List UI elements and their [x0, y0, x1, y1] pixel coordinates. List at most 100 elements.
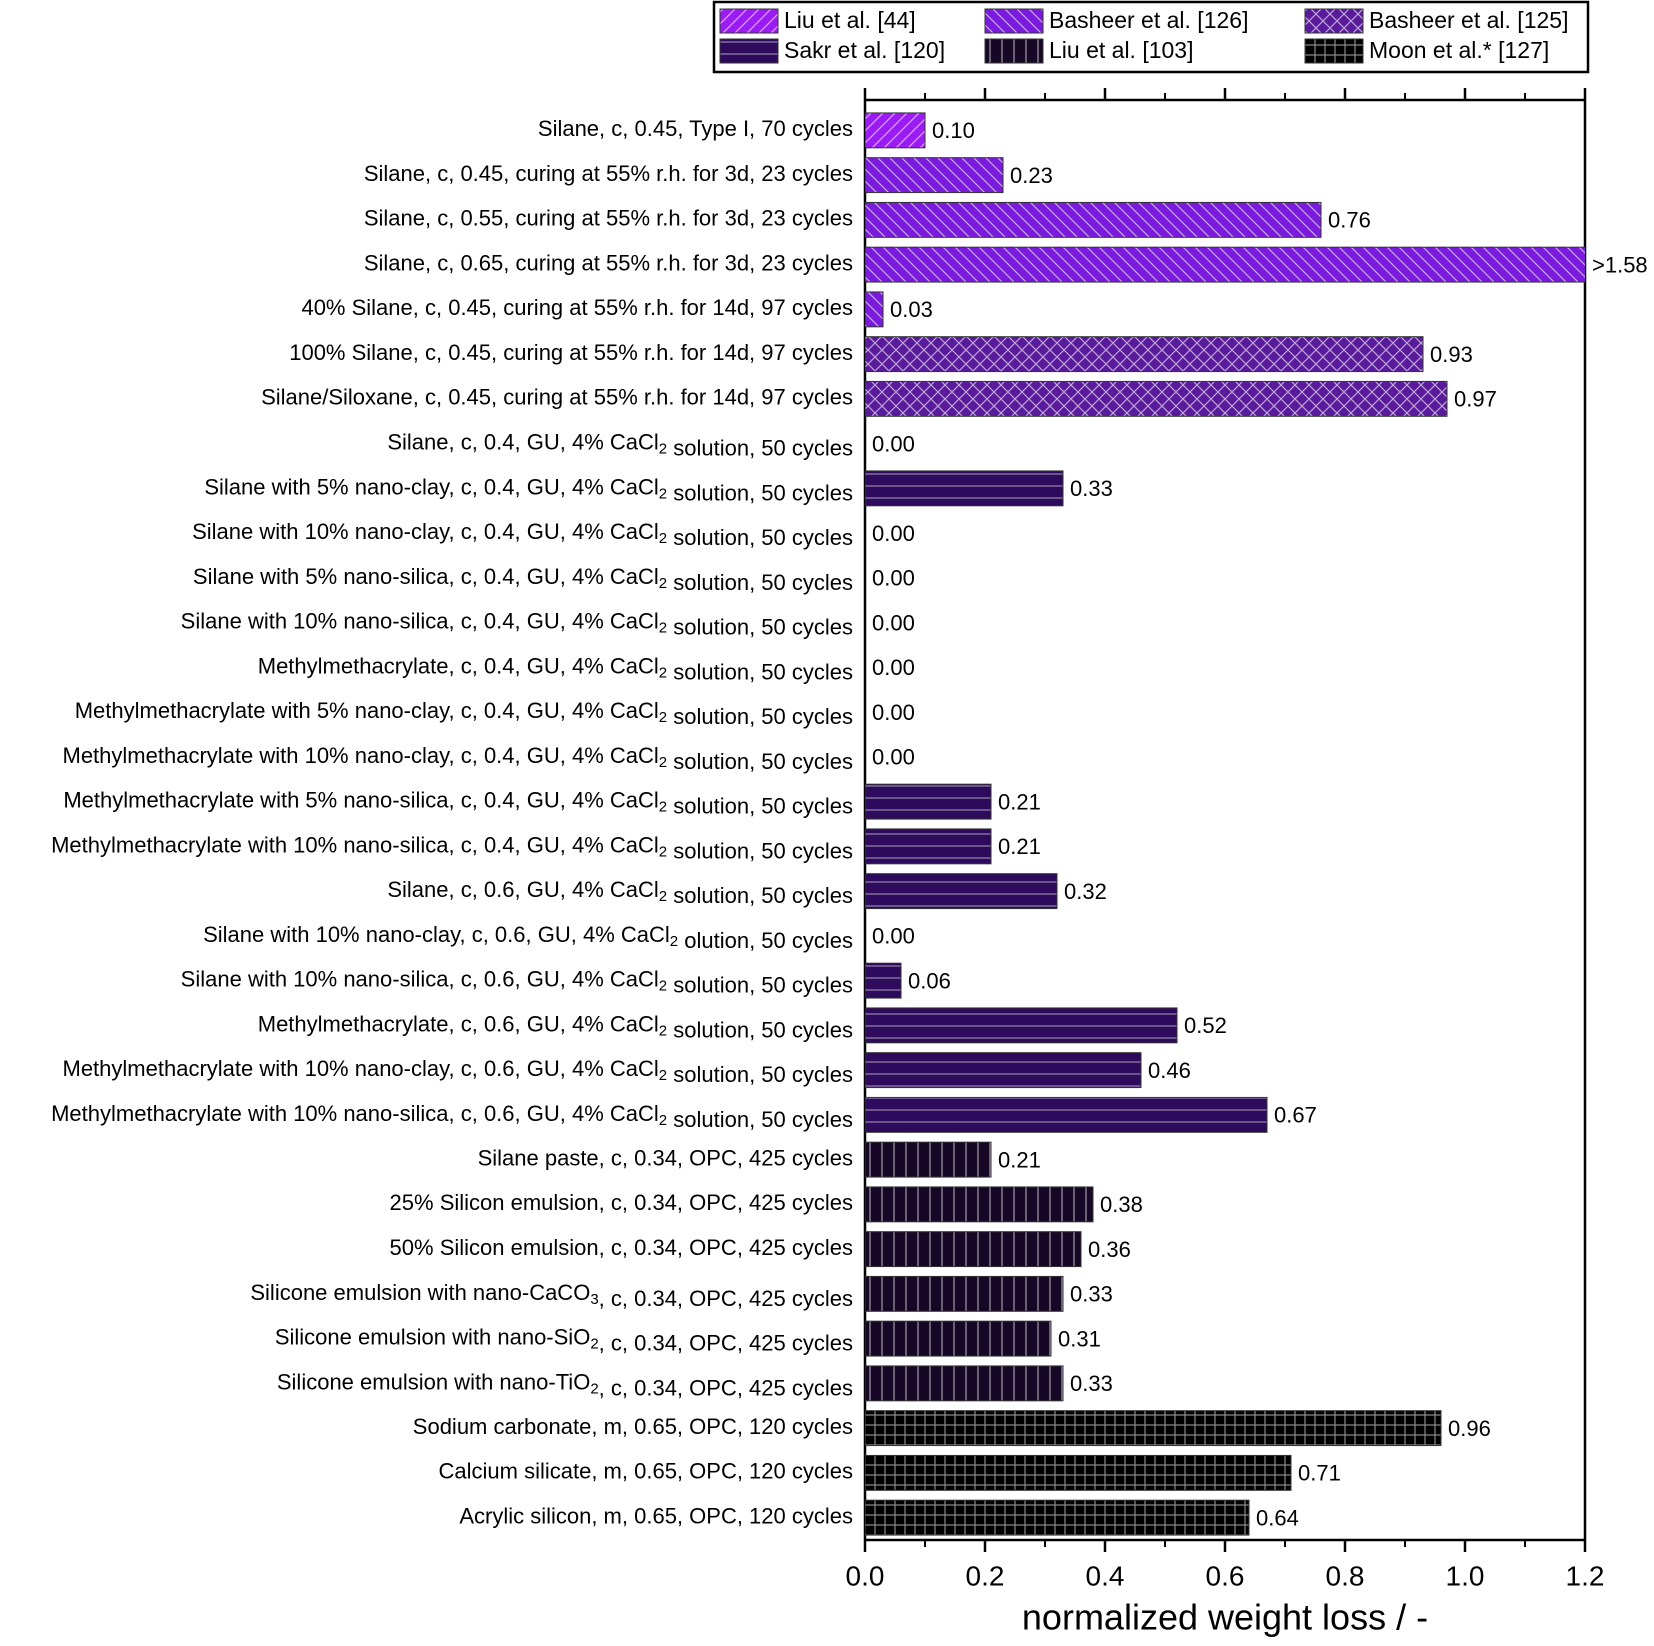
y-tick-label: Silane, c, 0.65, curing at 55% r.h. for … — [364, 250, 853, 275]
bar — [865, 1454, 1292, 1491]
y-tick-label: Silicone emulsion with nano-TiO2, c, 0.3… — [277, 1369, 853, 1400]
legend-swatch — [1304, 8, 1364, 34]
legend-label: Moon et al.* [127] — [1369, 37, 1549, 63]
bar — [865, 1186, 1094, 1223]
y-tick-label: Silane paste, c, 0.34, OPC, 425 cycles — [478, 1145, 853, 1170]
value-label: 0.33 — [1070, 1282, 1113, 1307]
x-axis-label: normalized weight loss / - — [1022, 1597, 1428, 1638]
value-label: 0.46 — [1148, 1058, 1191, 1083]
value-label: 0.00 — [872, 924, 915, 949]
value-label: 0.67 — [1274, 1103, 1317, 1128]
bar — [865, 336, 1424, 373]
bar — [865, 470, 1064, 507]
bar — [865, 873, 1058, 910]
bar — [865, 1320, 1052, 1357]
value-label: 0.36 — [1088, 1237, 1131, 1262]
value-label: 0.38 — [1100, 1192, 1143, 1217]
y-tick-label: Methylmethacrylate with 10% nano-clay, c… — [63, 1056, 854, 1087]
x-tick-label: 0.6 — [1206, 1560, 1245, 1591]
value-label: 0.64 — [1256, 1505, 1299, 1530]
value-label: 0.33 — [1070, 1371, 1113, 1396]
y-tick-label: Silicone emulsion with nano-CaCO3, c, 0.… — [250, 1280, 853, 1311]
plot-area — [865, 112, 1585, 1536]
value-label: 0.31 — [1058, 1326, 1101, 1351]
y-tick-label: Methylmethacrylate with 10% nano-silica,… — [51, 1101, 853, 1132]
value-label: 0.32 — [1064, 879, 1107, 904]
legend-swatch — [1304, 38, 1364, 64]
value-label: 0.00 — [872, 431, 915, 456]
value-label: 0.06 — [908, 968, 951, 993]
legend-swatch — [719, 8, 779, 34]
x-tick-label: 0.0 — [846, 1560, 885, 1591]
y-tick-label: 50% Silicon emulsion, c, 0.34, OPC, 425 … — [390, 1235, 853, 1260]
y-tick-label: Silane with 10% nano-clay, c, 0.6, GU, 4… — [203, 922, 853, 953]
bar — [865, 380, 1448, 417]
value-label: 0.00 — [872, 655, 915, 680]
y-tick-label: Methylmethacrylate with 10% nano-silica,… — [51, 832, 853, 863]
y-tick-label: Silane, c, 0.45, curing at 55% r.h. for … — [364, 161, 853, 186]
y-tick-label: Sodium carbonate, m, 0.65, OPC, 120 cycl… — [413, 1414, 853, 1439]
value-label: 0.23 — [1010, 163, 1053, 188]
y-tick-label: Silane, c, 0.55, curing at 55% r.h. for … — [364, 206, 853, 231]
y-tick-label: Methylmethacrylate with 10% nano-clay, c… — [63, 743, 854, 774]
legend-label: Liu et al. [44] — [784, 7, 916, 33]
y-tick-label: Silane, c, 0.45, Type I, 70 cycles — [538, 116, 853, 141]
bar — [865, 1007, 1178, 1044]
bar — [865, 1141, 992, 1178]
value-label: 0.00 — [872, 700, 915, 725]
bar — [865, 783, 992, 820]
x-tick-label: 0.8 — [1326, 1560, 1365, 1591]
value-label: 0.21 — [998, 834, 1041, 859]
value-label: 0.96 — [1448, 1416, 1491, 1441]
y-tick-label: Silane with 5% nano-clay, c, 0.4, GU, 4%… — [204, 474, 853, 505]
y-tick-label: Silane, c, 0.6, GU, 4% CaCl2 solution, 5… — [387, 877, 853, 908]
bar — [865, 1275, 1064, 1312]
legend-swatch — [984, 8, 1044, 34]
bar — [865, 1410, 1442, 1447]
y-tick-label: Silane with 10% nano-silica, c, 0.6, GU,… — [181, 966, 853, 997]
bar — [865, 246, 1585, 283]
y-tick-label: Calcium silicate, m, 0.65, OPC, 120 cycl… — [439, 1459, 853, 1484]
y-tick-label: Silane/Siloxane, c, 0.45, curing at 55% … — [261, 385, 853, 410]
bar — [865, 291, 884, 328]
y-tick-label: Methylmethacrylate, c, 0.4, GU, 4% CaCl2… — [258, 653, 853, 684]
bar — [865, 1365, 1064, 1402]
value-label: 0.21 — [998, 1147, 1041, 1172]
legend-label: Liu et al. [103] — [1049, 37, 1194, 63]
x-tick-label: 1.0 — [1446, 1560, 1485, 1591]
value-label: 0.00 — [872, 745, 915, 770]
value-label: 0.03 — [890, 297, 933, 322]
bar — [865, 112, 926, 149]
bar — [865, 1231, 1082, 1268]
y-tick-label: 40% Silane, c, 0.45, curing at 55% r.h. … — [301, 295, 853, 320]
bar — [865, 828, 992, 865]
y-tick-label: Silane, c, 0.4, GU, 4% CaCl2 solution, 5… — [387, 429, 853, 460]
y-tick-label: Silane with 10% nano-silica, c, 0.4, GU,… — [181, 608, 853, 639]
y-tick-label: Methylmethacrylate, c, 0.6, GU, 4% CaCl2… — [258, 1011, 853, 1042]
x-tick-label: 0.4 — [1086, 1560, 1125, 1591]
x-tick-label: 1.2 — [1566, 1560, 1605, 1591]
value-label: >1.58 — [1592, 252, 1648, 277]
value-label: 0.00 — [872, 521, 915, 546]
x-tick-label: 0.2 — [966, 1560, 1005, 1591]
legend-label: Basheer et al. [125] — [1369, 7, 1568, 33]
value-label: 0.52 — [1184, 1013, 1227, 1038]
y-tick-label: Methylmethacrylate with 5% nano-clay, c,… — [75, 698, 853, 729]
bar — [865, 1096, 1268, 1133]
value-label: 0.97 — [1454, 387, 1497, 412]
value-label: 0.93 — [1430, 342, 1473, 367]
y-tick-label: Silicone emulsion with nano-SiO2, c, 0.3… — [275, 1324, 853, 1355]
bar — [865, 201, 1322, 238]
y-tick-label: 100% Silane, c, 0.45, curing at 55% r.h.… — [289, 340, 853, 365]
value-label: 0.00 — [872, 566, 915, 591]
legend-swatch — [719, 38, 779, 64]
y-tick-label: Silane with 10% nano-clay, c, 0.4, GU, 4… — [192, 519, 853, 550]
y-tick-label: Methylmethacrylate with 5% nano-silica, … — [63, 787, 853, 818]
value-label: 0.10 — [932, 118, 975, 143]
legend-label: Basheer et al. [126] — [1049, 7, 1248, 33]
value-label: 0.33 — [1070, 476, 1113, 501]
value-label: 0.21 — [998, 789, 1041, 814]
value-label: 0.00 — [872, 610, 915, 635]
bar — [865, 1499, 1250, 1536]
